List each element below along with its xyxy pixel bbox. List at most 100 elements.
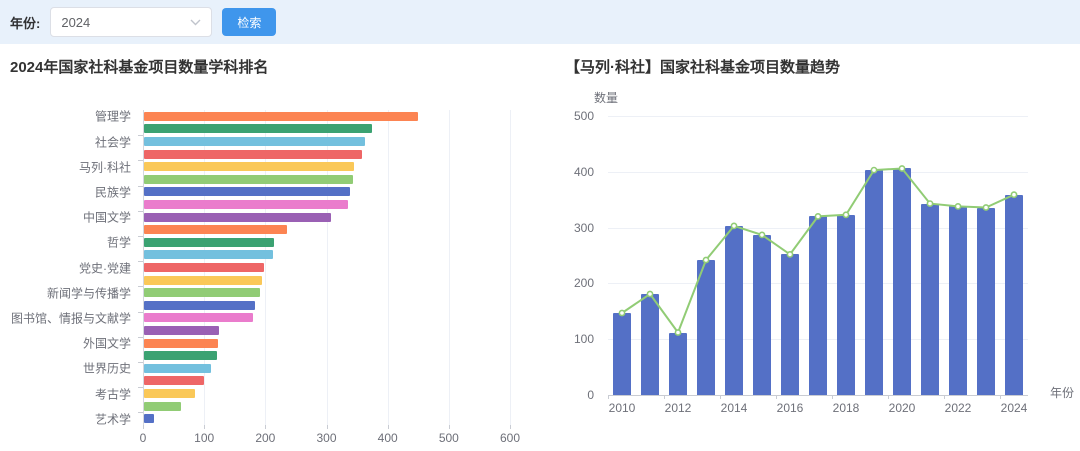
bar-马列·科社[interactable] — [144, 162, 354, 172]
y-axis-tick — [138, 387, 143, 389]
bar-rank-18[interactable] — [144, 326, 220, 335]
category-label: 哲学 — [106, 235, 131, 250]
bar-图书馆、情报与文献学[interactable] — [144, 313, 254, 323]
filter-bar: 年份: 2024 检索 — [0, 0, 1080, 44]
bar-2010[interactable] — [613, 312, 631, 395]
category-label: 民族学 — [94, 185, 131, 200]
data-point-marker[interactable] — [954, 203, 962, 210]
bar-社会学[interactable] — [144, 137, 365, 146]
data-point-marker[interactable] — [786, 250, 794, 258]
bar-rank-4[interactable] — [144, 149, 363, 159]
x-axis-tick — [608, 395, 609, 399]
grid-line — [448, 110, 450, 425]
bar-艺术学[interactable] — [144, 414, 154, 424]
bar-rank-24[interactable] — [144, 401, 182, 411]
grid-line — [608, 171, 1028, 173]
bar-2017[interactable] — [809, 216, 827, 395]
x-axis-tick — [944, 395, 945, 399]
y-axis-tick — [138, 336, 143, 338]
bar-rank-22[interactable] — [144, 376, 204, 386]
left-chart-y-axis-line — [143, 110, 144, 425]
bar-rank-10[interactable] — [144, 225, 288, 235]
x-axis-tick — [1000, 395, 1001, 399]
bar-rank-6[interactable] — [144, 174, 353, 184]
grid-line — [608, 116, 1028, 117]
x-axis-tick-label: 2018 — [832, 401, 860, 415]
data-point-marker[interactable] — [702, 256, 710, 264]
x-axis-tick-label: 0 — [139, 431, 147, 445]
bar-党史·党建[interactable] — [144, 263, 265, 272]
category-label: 党史·党建 — [79, 261, 131, 275]
y-axis-tick-label: 400 — [573, 164, 594, 179]
bar-2016[interactable] — [781, 254, 799, 395]
bar-2011[interactable] — [641, 294, 659, 395]
data-point-marker[interactable] — [982, 204, 990, 211]
data-point-marker[interactable] — [618, 309, 626, 317]
x-axis-tick-label: 2020 — [888, 401, 916, 415]
x-axis-tick-label: 2016 — [776, 401, 804, 415]
bar-2019[interactable] — [865, 170, 883, 395]
category-label: 社会学 — [94, 135, 131, 149]
data-point-marker[interactable] — [646, 290, 654, 298]
chevron-down-icon — [190, 19, 201, 26]
bar-2020[interactable] — [893, 168, 911, 395]
bar-2022[interactable] — [949, 206, 967, 395]
year-select[interactable]: 2024 — [50, 7, 213, 37]
bar-rank-8[interactable] — [144, 200, 348, 209]
data-point-marker[interactable] — [814, 213, 822, 220]
x-axis-tick — [448, 425, 450, 429]
y-axis-tick-label: 200 — [573, 276, 594, 291]
data-point-marker[interactable] — [926, 200, 934, 207]
bar-民族学[interactable] — [144, 187, 350, 197]
x-axis-tick — [832, 395, 833, 399]
right-chart-x-axis-line — [608, 395, 1028, 396]
bar-rank-12[interactable] — [144, 250, 274, 260]
search-button[interactable]: 检索 — [222, 8, 277, 36]
category-label: 艺术学 — [94, 412, 131, 427]
bar-外国文学[interactable] — [144, 338, 218, 348]
y-axis-tick — [138, 236, 143, 237]
x-axis-tick — [720, 395, 721, 399]
bar-管理学[interactable] — [144, 111, 419, 121]
bar-2012[interactable] — [669, 332, 687, 395]
bar-2018[interactable] — [837, 214, 855, 395]
x-axis-tick — [265, 425, 267, 429]
x-axis-tick-label: 200 — [255, 431, 276, 445]
data-point-marker[interactable] — [758, 231, 766, 239]
data-point-marker[interactable] — [730, 222, 738, 230]
data-point-marker[interactable] — [898, 165, 906, 172]
x-axis-tick — [143, 425, 144, 429]
category-label: 外国文学 — [82, 336, 131, 351]
bar-世界历史[interactable] — [144, 363, 211, 373]
x-axis-tick-label: 2022 — [944, 401, 972, 415]
data-point-marker[interactable] — [842, 211, 850, 219]
bar-2015[interactable] — [753, 234, 771, 395]
bar-新闻学与传播学[interactable] — [144, 288, 261, 298]
bar-中国文学[interactable] — [144, 212, 331, 222]
trend-chart: 【马列·科社】国家社科基金项目数量趋势 数量 年份 0 100 200 300 400 5… — [560, 44, 1080, 451]
bar-2021[interactable] — [921, 203, 939, 395]
data-point-marker[interactable] — [870, 166, 878, 174]
grid-line — [326, 110, 328, 425]
data-point-marker[interactable] — [1010, 191, 1018, 199]
left-chart-category-axis: 管理学 社会学 马列·科社 民族学 中国文学 哲学 党史·党建 新闻学与传播学 图书馆、情报与文… — [0, 110, 137, 427]
category-label: 中国文学 — [82, 210, 131, 225]
bar-考古学[interactable] — [144, 389, 196, 398]
bar-2014[interactable] — [725, 225, 743, 395]
x-axis-tick-label: 2024 — [1000, 401, 1028, 415]
left-chart-title: 2024年国家社科基金项目数量学科排名 — [10, 59, 269, 76]
bar-rank-20[interactable] — [144, 351, 217, 361]
category-label: 考古学 — [94, 387, 131, 401]
x-axis-tick — [387, 425, 389, 429]
bar-2024[interactable] — [1005, 194, 1023, 395]
y-axis-tick-label: 0 — [587, 388, 594, 402]
trend-line-series — [618, 165, 1018, 336]
bar-2013[interactable] — [697, 259, 715, 395]
data-point-marker[interactable] — [674, 329, 682, 336]
left-chart-x-axis: 0 100 200 300 400 500 600 — [139, 431, 520, 447]
bar-rank-16[interactable] — [144, 300, 255, 310]
bar-rank-2[interactable] — [144, 124, 372, 134]
bar-rank-14[interactable] — [144, 275, 263, 285]
bar-2023[interactable] — [977, 207, 995, 395]
bar-哲学[interactable] — [144, 237, 275, 247]
